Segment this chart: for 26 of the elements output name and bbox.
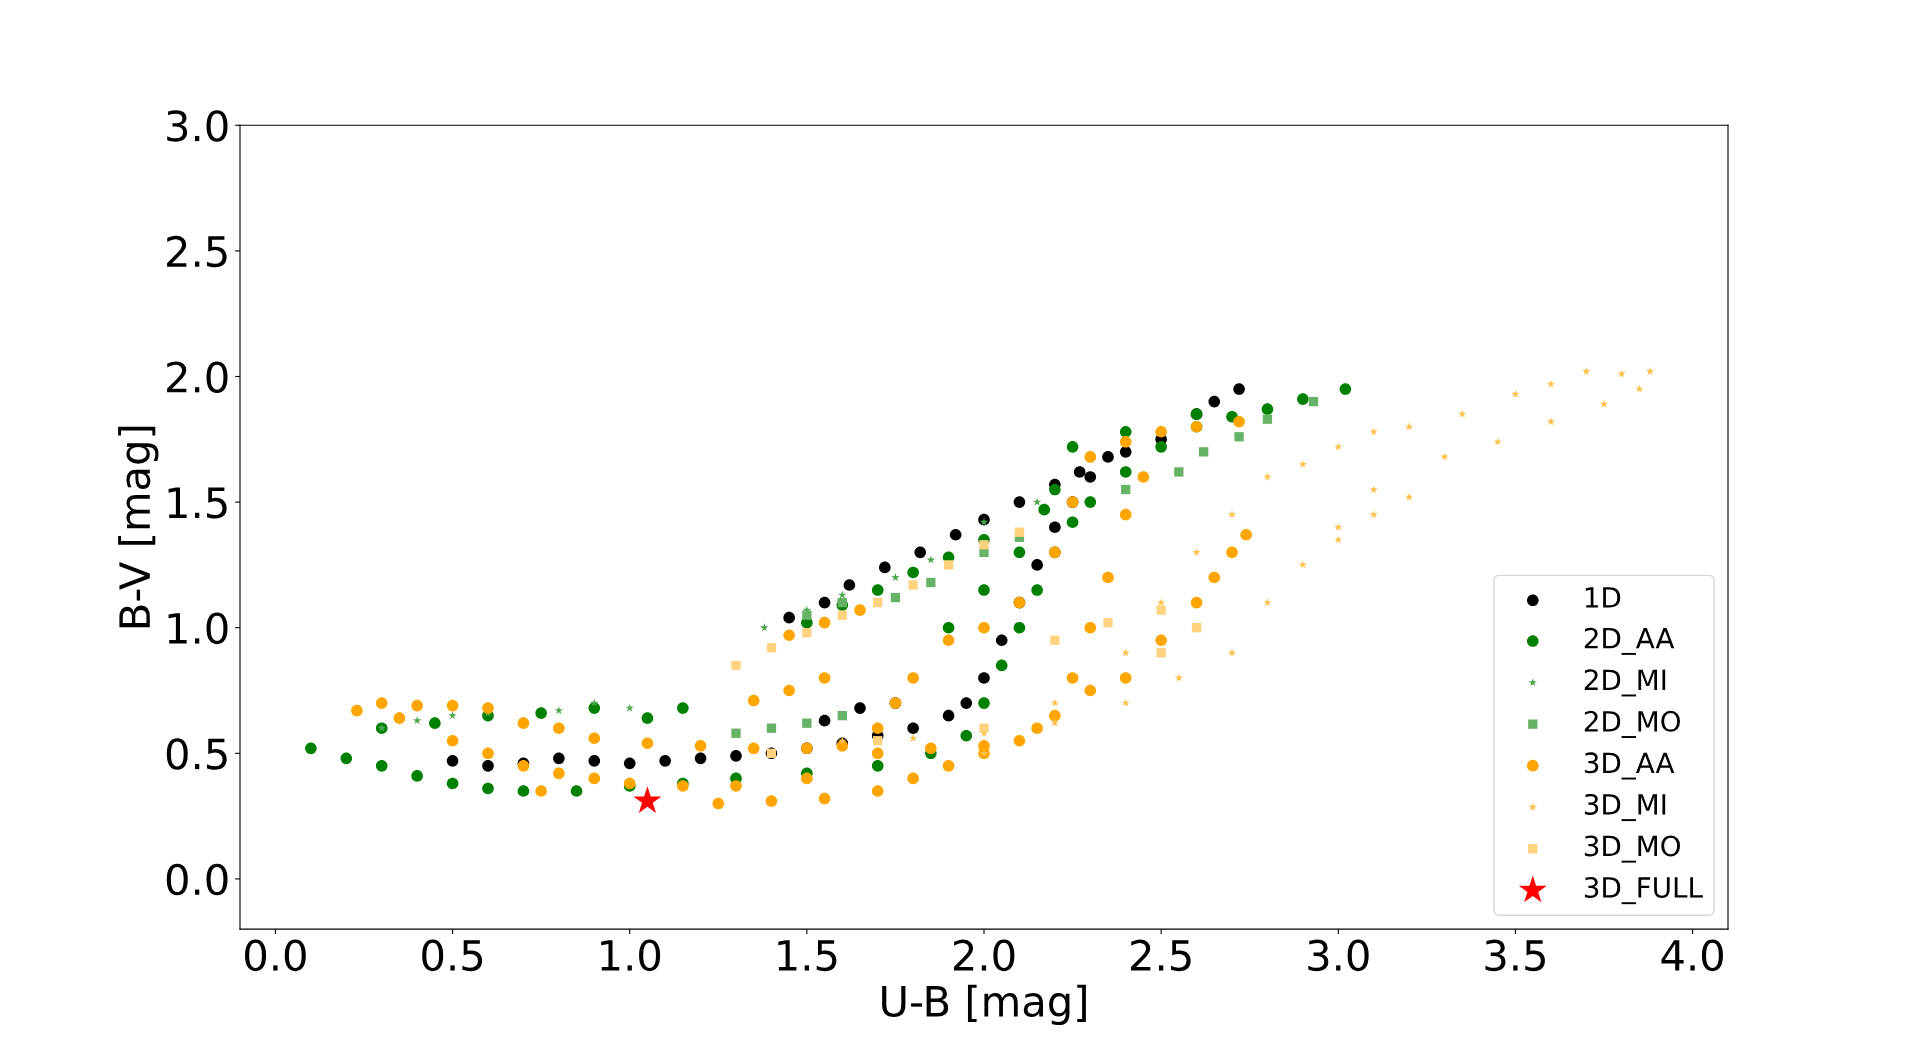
y-tick-label: 2.0 [167, 361, 228, 393]
x-tick-label: 0.0 [245, 939, 306, 972]
x-tick-label: 4.0 [1661, 939, 1723, 972]
legend-label: 3D_MO [1584, 835, 1681, 863]
y-tick-label: 1.0 [168, 612, 228, 645]
x-tick-label: 2.0 [953, 939, 1015, 972]
x-tick-label: 1.0 [601, 939, 661, 972]
y-axis-title: B-V [mag] [118, 426, 159, 628]
x-tick-label: 3.5 [1485, 939, 1545, 972]
x-axis-title: U-B [mag] [882, 984, 1086, 1026]
x-tick-label: 3.0 [1308, 939, 1369, 972]
y-tick-label: 1.5 [168, 487, 227, 519]
legend-label: 1D [1585, 587, 1621, 608]
x-tick-label: 0.5 [422, 939, 483, 972]
legend-label: 2D_MI [1584, 669, 1666, 697]
y-tick-label: 2.5 [167, 235, 227, 268]
y-tick-label: 3.0 [167, 110, 228, 142]
x-tick-label: 1.5 [778, 940, 837, 972]
legend-label: 2D_AA [1584, 627, 1675, 655]
legend-label: 3D_FULL [1584, 876, 1703, 905]
legend-label: 2D_MO [1584, 710, 1681, 738]
x-tick-label: 2.5 [1131, 939, 1191, 972]
legend-label: 3D_MI [1584, 793, 1666, 822]
y-tick-label: 0.0 [166, 863, 228, 896]
legend-label: 3D_AA [1584, 752, 1675, 780]
y-tick-label: 0.5 [166, 738, 227, 770]
